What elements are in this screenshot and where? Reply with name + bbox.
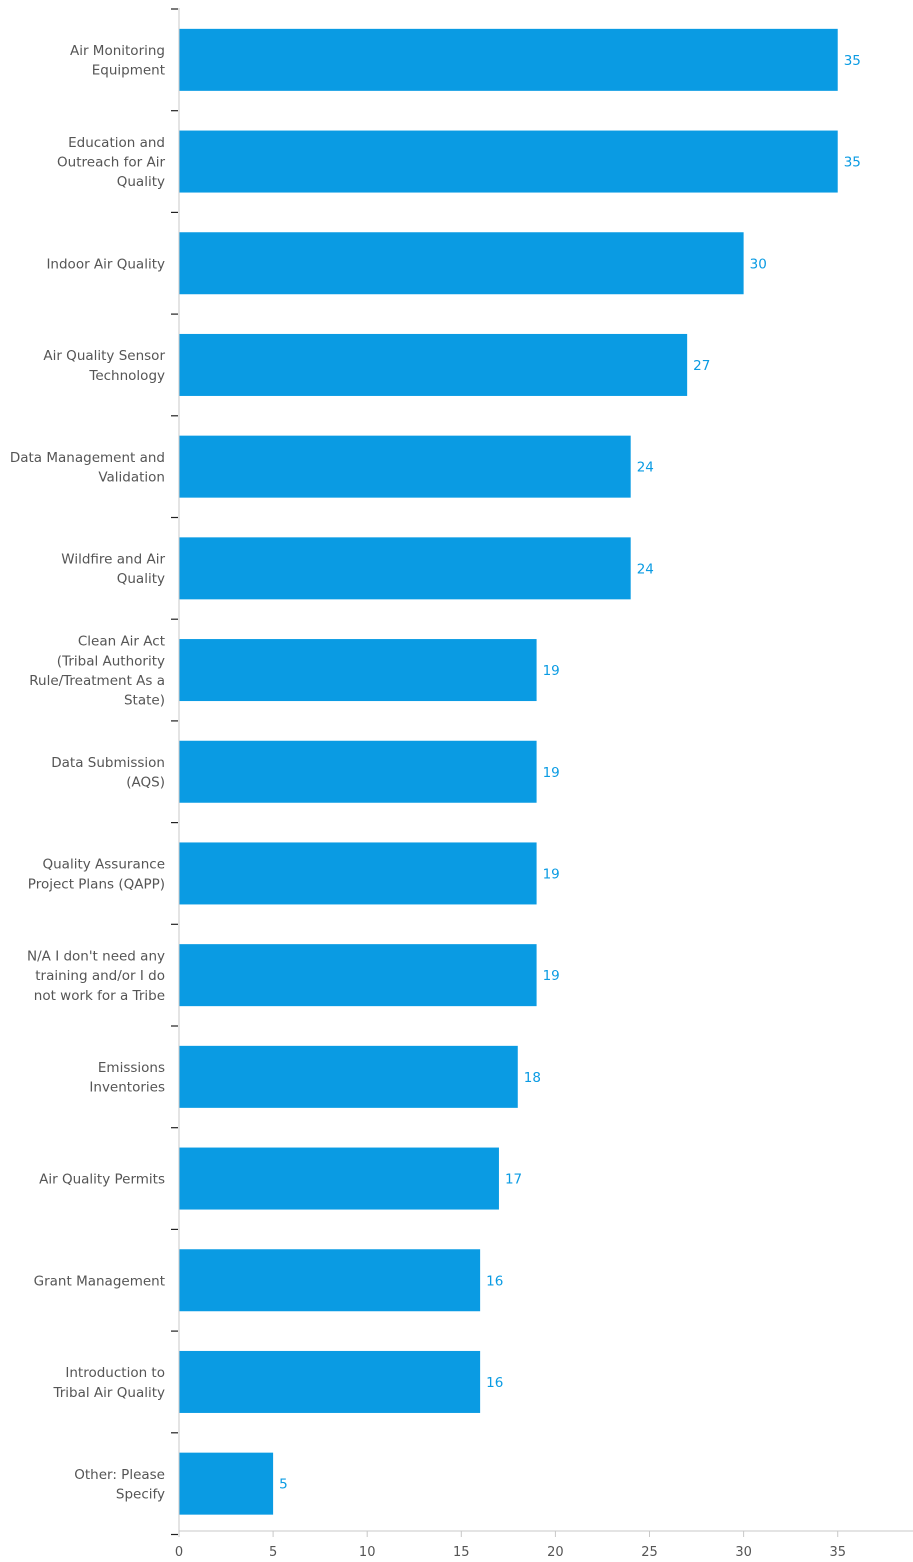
bar [179, 944, 537, 1007]
value-label: 16 [486, 1375, 503, 1391]
x-tick-label: 5 [269, 1545, 277, 1560]
category-label-line: Data Submission [51, 755, 165, 771]
category-label: Quality Assurance Project Plans (QAPP) [28, 857, 165, 893]
bar [179, 740, 537, 803]
category-label-line: Air Quality Permits [39, 1172, 165, 1188]
value-label: 35 [844, 155, 861, 171]
category-label: Air Quality Sensor Technology [43, 348, 165, 384]
x-tick-label: 25 [641, 1545, 658, 1560]
category-label: N/A I don't need any training and/or I do… [27, 949, 165, 1004]
bars [179, 28, 838, 1515]
bar [179, 842, 537, 905]
value-label: 17 [505, 1172, 522, 1188]
category-label-line: Rule/Treatment As a [29, 673, 165, 689]
category-label-line: Other: Please [74, 1467, 165, 1483]
category-label: Indoor Air Quality [46, 256, 165, 272]
value-label: 24 [637, 460, 654, 476]
category-ticks [171, 8, 178, 1536]
category-label-line: (AQS) [126, 775, 165, 791]
category-label-line: Clean Air Act [78, 634, 165, 650]
x-tick-label: 0 [175, 1545, 183, 1560]
bar [179, 537, 631, 600]
value-label: 19 [543, 866, 560, 882]
category-label-line: Data Management and [10, 450, 165, 466]
value-label: 27 [693, 358, 710, 374]
category-label-line: not work for a Tribe [34, 988, 165, 1004]
x-tick-label: 30 [735, 1545, 752, 1560]
bar [179, 1147, 499, 1210]
category-label: Air Quality Permits [39, 1172, 165, 1188]
x-tick-label: 35 [829, 1545, 846, 1560]
value-label: 16 [486, 1273, 503, 1289]
category-label: Emissions Inventories [89, 1060, 165, 1096]
category-label: Other: Please Specify [74, 1467, 165, 1503]
bar [179, 435, 631, 498]
value-label: 35 [844, 53, 861, 69]
bar [179, 639, 537, 702]
value-label: 18 [524, 1070, 541, 1086]
category-label: Wildfire and Air Quality [61, 552, 165, 588]
x-tick-label: 20 [547, 1545, 564, 1560]
category-label: Data Submission (AQS) [51, 755, 165, 791]
category-label-line: Air Monitoring [70, 43, 165, 59]
x-tick-label: 15 [453, 1545, 470, 1560]
category-label-line: Specify [116, 1486, 165, 1502]
category-label-line: Introduction to [65, 1365, 165, 1381]
value-label: 19 [543, 968, 560, 984]
value-label: 5 [279, 1477, 288, 1493]
category-label-line: Wildfire and Air [61, 552, 165, 568]
category-labels: Air Monitoring Equipment Education and Outr… [10, 43, 166, 1502]
category-label-line: State) [124, 692, 165, 708]
bar [179, 1452, 274, 1515]
x-tick-label: 10 [359, 1545, 376, 1560]
category-label-line: Emissions [98, 1060, 165, 1076]
category-label: Education and Outreach for Air Quality [57, 135, 165, 190]
category-label-line: Quality [117, 571, 165, 587]
category-label-line: Validation [98, 469, 165, 485]
category-label-line: (Tribal Authority [57, 653, 165, 669]
category-label-line: Technology [88, 368, 165, 384]
category-label-line: Equipment [92, 63, 165, 79]
category-label-line: Outreach for Air [57, 155, 165, 171]
value-labels: 35 35 30 27 24 24 19 19 19 19 18 17 16 16 5 [279, 53, 861, 1493]
bar [179, 130, 838, 193]
bar [179, 28, 838, 91]
category-label-line: Project Plans (QAPP) [28, 876, 165, 892]
value-label: 24 [637, 561, 654, 577]
category-label-line: Indoor Air Quality [46, 256, 165, 272]
category-label-line: Quality [117, 174, 165, 190]
bar [179, 232, 744, 295]
category-label: Data Management and Validation [10, 450, 165, 486]
category-label-line: training and/or I do [35, 968, 165, 984]
x-axis-ticks: 0 5 10 15 20 25 30 35 [175, 1531, 846, 1560]
bar [179, 1045, 518, 1108]
value-label: 30 [750, 256, 767, 272]
category-label: Air Monitoring Equipment [70, 43, 165, 79]
bar [179, 333, 688, 396]
bar [179, 1350, 481, 1413]
category-label-line: N/A I don't need any [27, 949, 165, 965]
category-label: Introduction to Tribal Air Quality [52, 1365, 165, 1401]
value-label: 19 [543, 663, 560, 679]
category-label: Grant Management [34, 1273, 165, 1289]
category-label-line: Tribal Air Quality [52, 1385, 165, 1401]
category-label-line: Air Quality Sensor [43, 348, 165, 364]
bar [179, 1249, 481, 1312]
category-label-line: Inventories [89, 1080, 165, 1096]
value-label: 19 [543, 765, 560, 781]
category-label: Clean Air Act (Tribal Authority Rule/Treat… [29, 634, 165, 709]
category-label-line: Education and [68, 135, 165, 151]
category-label-line: Quality Assurance [43, 857, 166, 873]
category-label-line: Grant Management [34, 1273, 165, 1289]
